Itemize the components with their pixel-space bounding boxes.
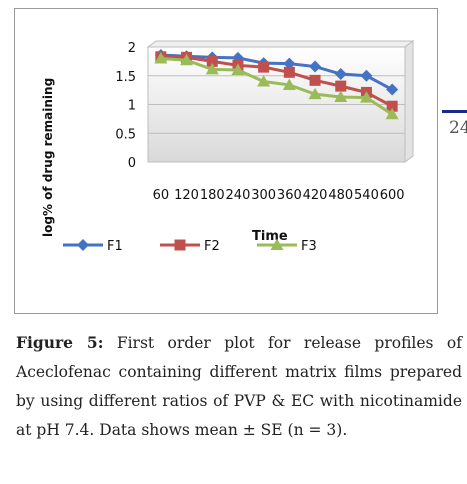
side-divider-bar <box>442 110 467 113</box>
data-point-f3 <box>154 52 168 64</box>
data-point-f2 <box>258 61 270 73</box>
plot-area-side-edge <box>404 40 414 163</box>
legend-marker-f3 <box>270 238 284 250</box>
legend-marker-f1 <box>77 239 89 251</box>
y-tick-label: 1 <box>128 99 136 114</box>
legend-label-f1: F1 <box>107 239 123 254</box>
x-tick-label: 300 <box>251 188 276 203</box>
legend-label-f2: F2 <box>204 239 220 254</box>
series-line-f1 <box>160 53 393 91</box>
data-point-f3 <box>257 75 271 87</box>
series-line-f2 <box>160 55 393 108</box>
x-tick-label: 120 <box>174 188 199 203</box>
x-tick-label: 60 <box>153 188 170 203</box>
data-point-f3 <box>385 107 399 120</box>
data-point-f1 <box>309 60 322 73</box>
y-tick-label: 0 <box>128 156 136 171</box>
figure-caption: Figure 5: First order plot for release p… <box>16 328 462 445</box>
figure-label: Figure 5: <box>16 333 104 352</box>
series-line-f3 <box>160 57 393 116</box>
caption-text: First order plot for release profiles of… <box>16 334 462 439</box>
data-point-f2 <box>206 55 218 67</box>
x-tick-label: 420 <box>303 188 328 203</box>
y-axis-title: log% of drug remaining <box>41 78 55 237</box>
data-point-f3 <box>205 62 219 75</box>
data-point-f2 <box>386 100 398 112</box>
data-point-f1 <box>283 57 296 70</box>
plot-area-top-edge <box>146 40 415 48</box>
data-point-f3 <box>282 78 296 90</box>
data-point-f3 <box>180 53 194 66</box>
x-tick-label: 600 <box>380 188 405 203</box>
y-tick-label: 2 <box>128 41 136 56</box>
data-point-f1 <box>360 69 373 82</box>
data-point-f1 <box>334 68 347 81</box>
x-tick-label: 360 <box>277 188 302 203</box>
chart-frame: 0 0.5 1 1.5 2 60 120 180 240 300 360 420 480 540 600 l… <box>14 8 438 314</box>
line-chart: 0 0.5 1 1.5 2 60 120 180 240 300 360 420 480 540 600 l… <box>41 40 415 254</box>
legend-marker-f2 <box>174 239 186 251</box>
data-point-f3 <box>231 63 245 75</box>
data-point-f2 <box>283 66 295 78</box>
legend-label-f3: F3 <box>301 239 317 254</box>
data-point-f2 <box>309 74 321 86</box>
x-tick-label: 540 <box>354 188 379 203</box>
data-point-f3 <box>308 87 322 100</box>
data-point-f2 <box>335 80 347 92</box>
x-tick-label: 480 <box>328 188 353 203</box>
x-tick-label: 240 <box>226 188 251 203</box>
data-point-f3 <box>334 90 348 103</box>
x-tick-label: 180 <box>200 188 225 203</box>
data-point-f3 <box>359 91 373 103</box>
page-number-fragment: 24 <box>449 118 467 138</box>
y-tick-label: 0.5 <box>115 127 136 142</box>
data-point-f1 <box>386 83 399 96</box>
x-axis-title: Time <box>252 229 288 244</box>
y-tick-label: 1.5 <box>115 70 136 85</box>
